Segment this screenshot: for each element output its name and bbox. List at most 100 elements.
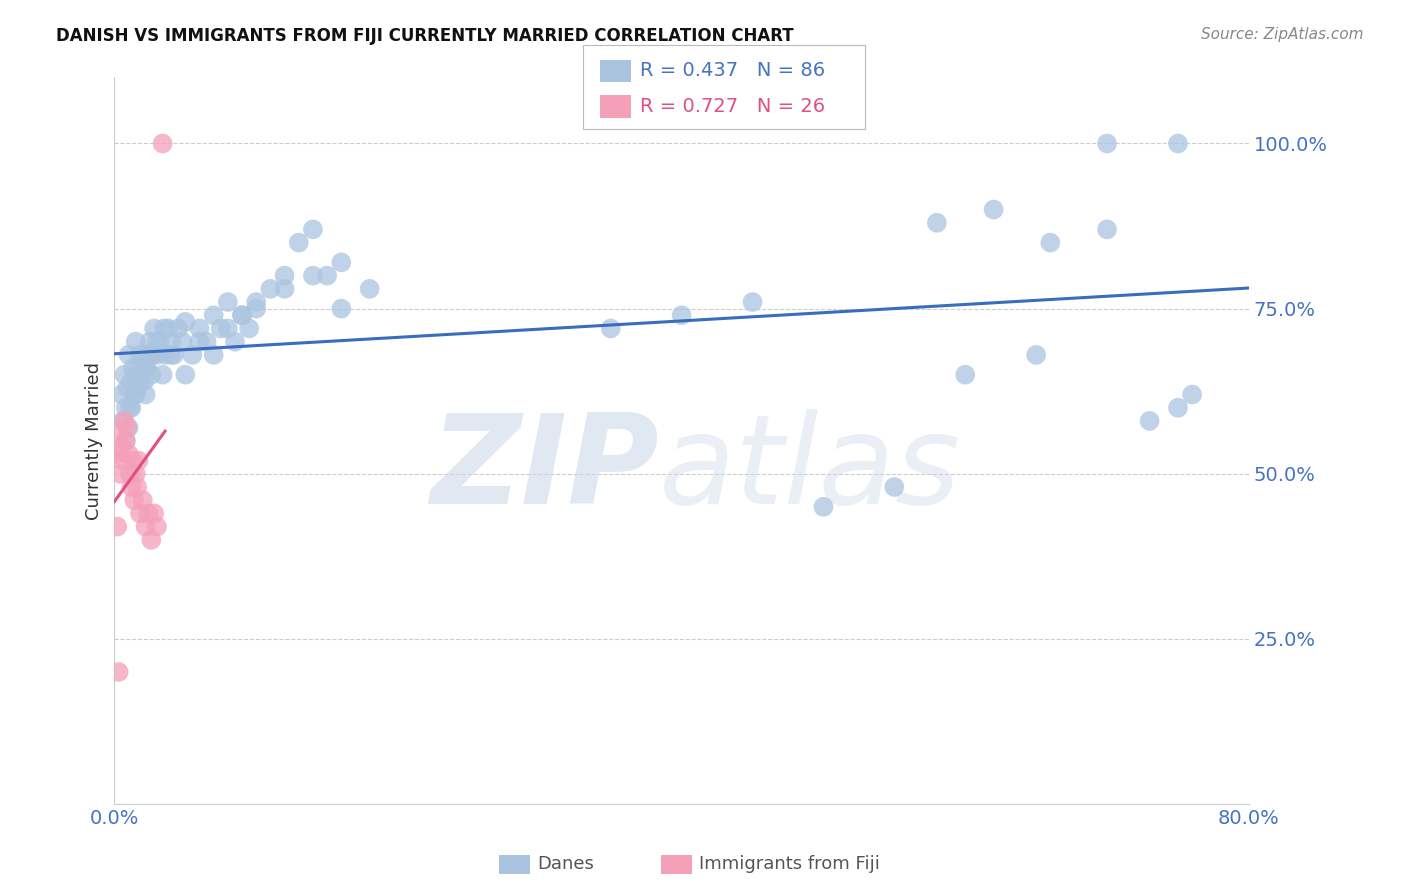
Point	[174, 368, 197, 382]
Point	[224, 334, 246, 349]
Point	[955, 368, 977, 382]
Text: R = 0.727   N = 26: R = 0.727 N = 26	[640, 96, 825, 116]
Point	[134, 374, 156, 388]
Point	[153, 321, 176, 335]
Point	[983, 202, 1005, 217]
Point	[671, 308, 693, 322]
Point	[174, 315, 197, 329]
Point	[142, 348, 165, 362]
Point	[127, 381, 149, 395]
Point	[105, 447, 128, 461]
Point	[114, 434, 136, 448]
Point	[117, 447, 139, 461]
Point	[112, 368, 135, 382]
Point	[149, 334, 172, 349]
Point	[359, 282, 381, 296]
Point	[273, 268, 295, 283]
Point	[105, 519, 128, 533]
Point	[152, 136, 174, 151]
Point	[122, 387, 145, 401]
Text: R = 0.437   N = 86: R = 0.437 N = 86	[640, 61, 825, 80]
Point	[120, 374, 142, 388]
Point	[160, 348, 183, 362]
Point	[118, 467, 141, 481]
Point	[883, 480, 905, 494]
Point	[231, 308, 253, 322]
Point	[111, 453, 134, 467]
Point	[117, 420, 139, 434]
Point	[155, 348, 177, 362]
Point	[146, 519, 169, 533]
Point	[125, 467, 148, 481]
Point	[141, 533, 163, 547]
Text: Danes: Danes	[537, 855, 593, 873]
Point	[188, 334, 211, 349]
Point	[138, 348, 160, 362]
Point	[129, 374, 152, 388]
Point	[316, 268, 339, 283]
Point	[135, 519, 157, 533]
Point	[599, 321, 621, 335]
Point	[121, 453, 143, 467]
Point	[152, 368, 174, 382]
Point	[245, 301, 267, 316]
Point	[111, 414, 134, 428]
Point	[132, 493, 155, 508]
Point	[1095, 136, 1118, 151]
Point	[120, 480, 142, 494]
Point	[110, 441, 132, 455]
Point	[115, 381, 138, 395]
Point	[209, 321, 232, 335]
Point	[330, 255, 353, 269]
Text: Immigrants from Fiji: Immigrants from Fiji	[699, 855, 880, 873]
Point	[128, 453, 150, 467]
Point	[139, 334, 162, 349]
Point	[259, 282, 281, 296]
Point	[141, 368, 163, 382]
Point	[202, 348, 225, 362]
Point	[114, 434, 136, 448]
Point	[107, 665, 129, 679]
Point	[302, 268, 325, 283]
Point	[107, 427, 129, 442]
Point	[121, 361, 143, 376]
Point	[157, 321, 180, 335]
Point	[231, 308, 253, 322]
Point	[129, 507, 152, 521]
Point	[273, 282, 295, 296]
Point	[1139, 414, 1161, 428]
Point	[813, 500, 835, 514]
Point	[181, 348, 204, 362]
Point	[217, 321, 239, 335]
Point	[143, 321, 166, 335]
Point	[132, 354, 155, 368]
Point	[167, 321, 190, 335]
Point	[146, 334, 169, 349]
Point	[135, 361, 157, 376]
Point	[217, 295, 239, 310]
Point	[108, 467, 131, 481]
Point	[131, 368, 153, 382]
Point	[287, 235, 309, 250]
Point	[188, 321, 211, 335]
Point	[129, 348, 152, 362]
Point	[202, 308, 225, 322]
Point	[139, 348, 162, 362]
Point	[302, 222, 325, 236]
Point	[115, 420, 138, 434]
Point	[1025, 348, 1047, 362]
Point	[117, 348, 139, 362]
Point	[125, 387, 148, 401]
Point	[1039, 235, 1062, 250]
Point	[245, 295, 267, 310]
Point	[143, 507, 166, 521]
Text: ZIP: ZIP	[430, 409, 659, 531]
Text: DANISH VS IMMIGRANTS FROM FIJI CURRENTLY MARRIED CORRELATION CHART: DANISH VS IMMIGRANTS FROM FIJI CURRENTLY…	[56, 27, 794, 45]
Point	[125, 334, 148, 349]
Point	[122, 493, 145, 508]
Point	[110, 387, 132, 401]
Point	[1167, 136, 1189, 151]
Point	[136, 361, 159, 376]
Point	[127, 480, 149, 494]
Text: Source: ZipAtlas.com: Source: ZipAtlas.com	[1201, 27, 1364, 42]
